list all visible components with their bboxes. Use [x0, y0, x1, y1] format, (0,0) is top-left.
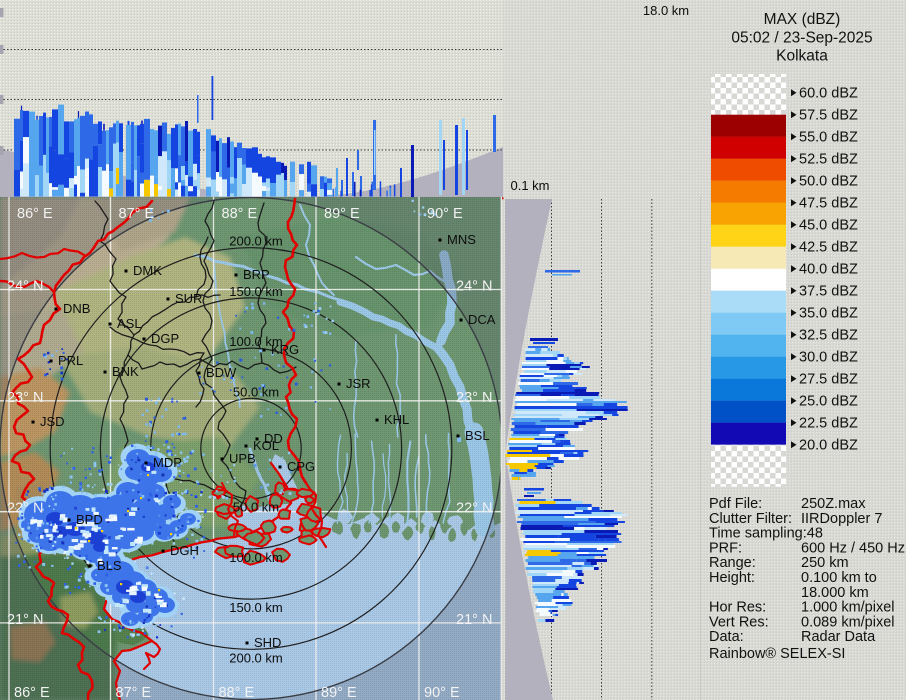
- svg-text:87° E: 87° E: [116, 685, 152, 700]
- svg-text:200.0 km: 200.0 km: [229, 650, 282, 665]
- svg-text:SHD: SHD: [254, 635, 281, 650]
- svg-text:89° E: 89° E: [324, 206, 360, 222]
- svg-text:CPG: CPG: [287, 459, 315, 474]
- svg-text:Radar Data: Radar Data: [801, 629, 876, 645]
- svg-text:24° N: 24° N: [7, 279, 43, 295]
- svg-text:22° N: 22° N: [7, 501, 43, 517]
- svg-text:MNS: MNS: [447, 232, 476, 247]
- svg-text:55.0 dBZ: 55.0 dBZ: [799, 130, 858, 146]
- svg-text:ASL: ASL: [117, 316, 142, 331]
- svg-text:DNB: DNB: [63, 301, 90, 316]
- svg-text:PRF:: PRF:: [709, 540, 742, 556]
- svg-text:IIRDoppler 7: IIRDoppler 7: [801, 511, 882, 527]
- svg-text:32.5 dBZ: 32.5 dBZ: [799, 328, 858, 344]
- svg-text:Time sampling:48: Time sampling:48: [709, 526, 823, 542]
- svg-text:0.100 km to: 0.100 km to: [801, 570, 877, 586]
- svg-text:100.0 km: 100.0 km: [229, 334, 282, 349]
- svg-text:KOL: KOL: [253, 438, 279, 453]
- svg-text:35.0 dBZ: 35.0 dBZ: [799, 306, 858, 322]
- svg-text:23° N: 23° N: [7, 390, 43, 406]
- svg-text:Pdf File:: Pdf File:: [709, 496, 762, 512]
- svg-text:BLS: BLS: [97, 558, 122, 573]
- svg-text:27.5 dBZ: 27.5 dBZ: [799, 372, 858, 388]
- svg-text:57.5 dBZ: 57.5 dBZ: [799, 108, 858, 124]
- svg-text:DGH: DGH: [170, 543, 199, 558]
- svg-text:86° E: 86° E: [14, 685, 50, 700]
- svg-text:DGP: DGP: [151, 331, 179, 346]
- svg-text:Clutter Filter:: Clutter Filter:: [709, 511, 792, 527]
- svg-text:SUR: SUR: [175, 291, 202, 306]
- svg-text:60.0 dBZ: 60.0 dBZ: [799, 86, 858, 102]
- svg-text:JSD: JSD: [40, 414, 65, 429]
- svg-text:0.089 km/pixel: 0.089 km/pixel: [801, 614, 895, 630]
- svg-text:21° N: 21° N: [456, 612, 492, 628]
- svg-text:BNK: BNK: [112, 364, 139, 379]
- svg-text:24° N: 24° N: [456, 279, 492, 295]
- svg-text:18.0 km: 18.0 km: [643, 3, 689, 18]
- svg-text:1.000 km/pixel: 1.000 km/pixel: [801, 600, 895, 616]
- svg-text:MAX (dBZ): MAX (dBZ): [764, 11, 841, 28]
- svg-text:21° N: 21° N: [7, 612, 43, 628]
- svg-text:47.5 dBZ: 47.5 dBZ: [799, 196, 858, 212]
- svg-text:Data:: Data:: [709, 629, 744, 645]
- svg-text:BSL: BSL: [465, 428, 490, 443]
- svg-text:86° E: 86° E: [17, 206, 53, 222]
- svg-text:42.5 dBZ: 42.5 dBZ: [799, 240, 858, 256]
- svg-text:37.5 dBZ: 37.5 dBZ: [799, 284, 858, 300]
- svg-text:22.5 dBZ: 22.5 dBZ: [799, 416, 858, 432]
- svg-text:KRG: KRG: [271, 342, 299, 357]
- svg-text:Vert Res:: Vert Res:: [709, 614, 769, 630]
- svg-text:250Z.max: 250Z.max: [801, 496, 866, 512]
- svg-text:90° E: 90° E: [427, 206, 463, 222]
- svg-text:UPB: UPB: [229, 451, 256, 466]
- svg-text:600 Hz / 450 Hz: 600 Hz / 450 Hz: [801, 540, 905, 556]
- svg-text:JSR: JSR: [346, 376, 371, 391]
- svg-text:PRL: PRL: [58, 353, 83, 368]
- svg-text:BPD: BPD: [76, 512, 103, 527]
- svg-text:Kolkata: Kolkata: [776, 48, 828, 65]
- svg-text:25.0 dBZ: 25.0 dBZ: [799, 394, 858, 410]
- svg-text:200.0 km: 200.0 km: [229, 234, 282, 249]
- svg-text:23° N: 23° N: [456, 390, 492, 406]
- svg-text:20.0 dBZ: 20.0 dBZ: [799, 438, 858, 454]
- svg-text:30.0 dBZ: 30.0 dBZ: [799, 350, 858, 366]
- svg-text:90° E: 90° E: [424, 685, 460, 700]
- svg-text:DMK: DMK: [133, 263, 162, 278]
- svg-text:05:02 / 23-Sep-2025: 05:02 / 23-Sep-2025: [731, 30, 872, 47]
- svg-text:DD: DD: [264, 431, 283, 446]
- svg-text:250 km: 250 km: [801, 555, 849, 571]
- svg-text:40.0 dBZ: 40.0 dBZ: [799, 262, 858, 278]
- svg-text:Range:: Range:: [709, 555, 756, 571]
- svg-text:MDP: MDP: [153, 455, 182, 470]
- svg-text:150.0 km: 150.0 km: [229, 284, 282, 299]
- svg-text:50.0 km: 50.0 km: [233, 500, 279, 515]
- svg-text:BDW: BDW: [206, 365, 237, 380]
- svg-text:DCA: DCA: [468, 312, 496, 327]
- svg-text:45.0 dBZ: 45.0 dBZ: [799, 218, 858, 234]
- svg-text:18.000 km: 18.000 km: [801, 585, 869, 601]
- svg-text:88° E: 88° E: [222, 206, 258, 222]
- svg-text:Hor Res:: Hor Res:: [709, 600, 766, 616]
- svg-text:0.1 km: 0.1 km: [510, 178, 549, 193]
- svg-text:52.5 dBZ: 52.5 dBZ: [799, 152, 858, 168]
- svg-text:22° N: 22° N: [456, 501, 492, 517]
- svg-text:Rainbow® SELEX-SI: Rainbow® SELEX-SI: [709, 646, 845, 662]
- svg-text:KHL: KHL: [384, 412, 409, 427]
- svg-text:87° E: 87° E: [119, 206, 155, 222]
- svg-text:150.0 km: 150.0 km: [229, 600, 282, 615]
- svg-text:50.0 km: 50.0 km: [233, 384, 279, 399]
- svg-text:50.0 dBZ: 50.0 dBZ: [799, 174, 858, 190]
- svg-text:88° E: 88° E: [219, 685, 255, 700]
- svg-text:Height:: Height:: [709, 570, 755, 586]
- svg-text:89° E: 89° E: [321, 685, 357, 700]
- svg-text:100.0 km: 100.0 km: [229, 550, 282, 565]
- svg-text:BRP: BRP: [243, 267, 270, 282]
